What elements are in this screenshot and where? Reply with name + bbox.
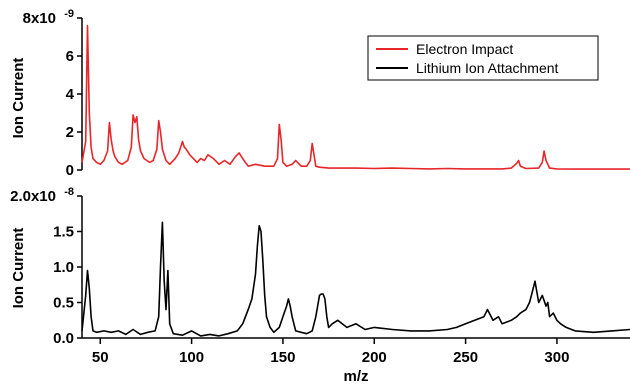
top-panel: 0 2 4 6 8x10 -9 Ion Current Electron Impact L…	[10, 8, 630, 179]
bottom-y-tick-label: 1.0	[53, 259, 74, 276]
bottom-y-tick-label: 2.0x10	[10, 188, 56, 205]
top-y-tick-label: 8x10	[23, 10, 56, 27]
bottom-y-tick-label: 1.5	[53, 224, 74, 241]
legend-box	[367, 35, 599, 81]
bottom-panel: 0.0 0.5 1.0 1.5 2.0x10 -8 50 100 150 200 250 300 I…	[10, 186, 630, 385]
top-y-tick-label: 0	[66, 162, 74, 179]
legend-label-electron-impact: Electron Impact	[416, 41, 513, 57]
legend-label-lithium-ion-attachment: Lithium Ion Attachment	[416, 60, 559, 76]
top-y-tick-label: 6	[66, 48, 74, 65]
top-y-tick-label: 4	[66, 86, 75, 103]
bottom-series-lithium-ion-attachment	[81, 221, 630, 337]
x-tick-label: 200	[362, 349, 387, 366]
bottom-y-axis-title: Ion Current	[10, 228, 27, 309]
bottom-y-ticks: 0.0 0.5 1.0 1.5 2.0x10 -8	[10, 186, 82, 347]
x-tick-label: 50	[92, 349, 109, 366]
x-tick-label: 150	[270, 349, 295, 366]
top-y-tick-exponent: -9	[64, 8, 74, 20]
x-tick-label: 300	[544, 349, 569, 366]
top-series-group	[81, 24, 630, 170]
top-series-electron-impact	[81, 24, 630, 170]
bottom-y-tick-label: 0.5	[53, 295, 74, 312]
top-y-tick-label: 2	[66, 124, 74, 141]
bottom-y-tick-label: 0.0	[53, 330, 74, 347]
x-ticks: 50 100 150 200 250 300	[92, 338, 569, 366]
bottom-y-tick-exponent: -8	[64, 186, 74, 198]
x-tick-label: 250	[453, 349, 478, 366]
bottom-series-group	[81, 221, 630, 337]
legend: Electron Impact Lithium Ion Attachment	[367, 35, 599, 81]
top-y-axis-title: Ion Current	[10, 58, 27, 139]
top-y-ticks: 0 2 4 6 8x10 -9	[23, 8, 82, 179]
x-axis-title: m/z	[343, 368, 368, 385]
x-tick-label: 100	[179, 349, 204, 366]
